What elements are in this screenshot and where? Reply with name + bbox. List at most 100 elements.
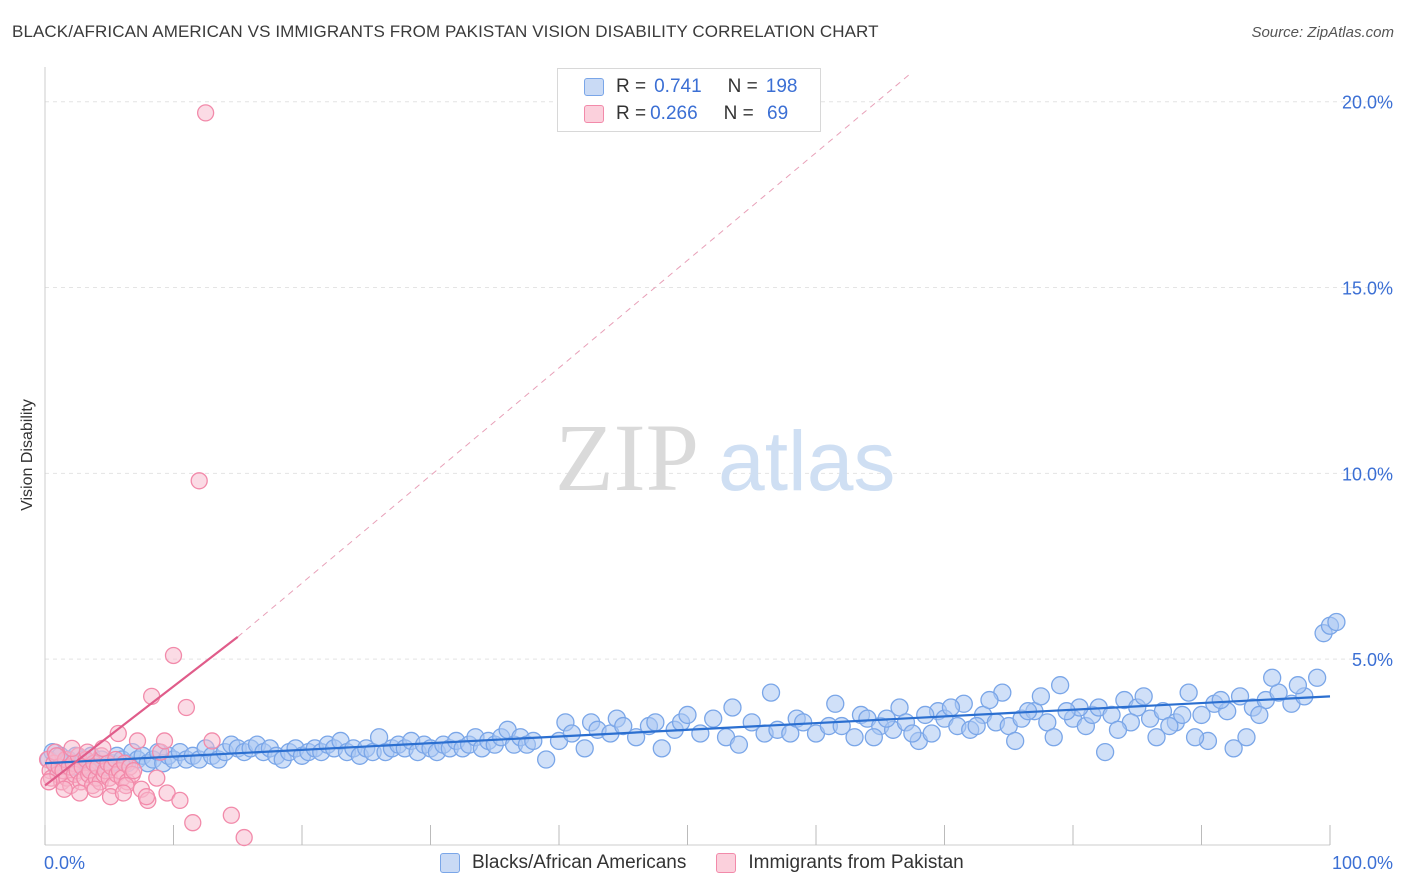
legend-row-pakistan: R = 0.266 N = 69 bbox=[584, 102, 788, 126]
data-point-blacks bbox=[1263, 668, 1282, 687]
data-point-blacks bbox=[922, 724, 941, 743]
data-point-blacks bbox=[864, 728, 883, 747]
data-point-pakistan bbox=[63, 739, 81, 758]
data-point-pakistan bbox=[137, 788, 156, 806]
data-point-pakistan bbox=[222, 806, 240, 824]
chart-title: BLACK/AFRICAN AMERICAN VS IMMIGRANTS FRO… bbox=[12, 22, 879, 41]
data-point-pakistan bbox=[155, 732, 174, 750]
data-point-blacks bbox=[1211, 690, 1230, 710]
data-point-blacks bbox=[903, 724, 922, 743]
data-point-blacks bbox=[1250, 705, 1269, 725]
trend-line-pakistan bbox=[44, 636, 239, 787]
data-point-pakistan bbox=[196, 104, 215, 122]
data-point-blacks bbox=[1192, 705, 1211, 725]
watermark: ZIP atlas bbox=[555, 404, 895, 511]
data-point-pakistan bbox=[125, 762, 143, 780]
data-point-blacks bbox=[1147, 728, 1166, 747]
data-point-blacks bbox=[916, 705, 935, 725]
watermark-zip: ZIP bbox=[555, 404, 699, 511]
data-point-blacks bbox=[1134, 687, 1153, 706]
data-point-blacks bbox=[941, 698, 961, 717]
data-point-pakistan bbox=[94, 739, 112, 758]
data-point-blacks bbox=[845, 728, 864, 747]
source-label: Source: ZipAtlas.com bbox=[1251, 24, 1394, 41]
legend-r-label: R = bbox=[616, 76, 647, 97]
y-tick-label: 10.0% bbox=[1342, 464, 1393, 484]
trend-lines bbox=[44, 71, 1331, 787]
data-point-blacks bbox=[678, 705, 697, 725]
data-point-blacks bbox=[1095, 742, 1115, 762]
data-point-blacks bbox=[1237, 728, 1256, 747]
data-point-pakistan bbox=[158, 784, 176, 802]
data-point-blacks bbox=[967, 716, 986, 736]
data-point-blacks bbox=[524, 731, 543, 751]
gridlines bbox=[45, 101, 1390, 660]
data-point-pakistan bbox=[177, 698, 196, 717]
x-tick-label: 100.0% bbox=[1332, 853, 1393, 873]
data-point-pakistan bbox=[235, 828, 253, 847]
legend-item-pakistan[interactable]: Immigrants from Pakistan bbox=[716, 852, 964, 874]
data-point-blacks bbox=[1006, 731, 1025, 751]
y-tick-label: 15.0% bbox=[1342, 279, 1393, 299]
data-point-blacks bbox=[826, 694, 845, 713]
data-point-blacks bbox=[1108, 720, 1128, 739]
legend-r-value: 0.266 bbox=[650, 103, 698, 124]
legend-label-pakistan: Immigrants from Pakistan bbox=[748, 852, 964, 873]
data-point-pakistan bbox=[114, 784, 133, 802]
x-tick-label: 0.0% bbox=[44, 853, 85, 873]
data-point-blacks bbox=[1327, 612, 1346, 632]
legend-row-blacks: R = 0.741 N = 198 bbox=[584, 75, 797, 99]
legend-n-label: N = bbox=[727, 76, 758, 97]
data-point-pakistan bbox=[171, 791, 189, 810]
data-point-pakistan bbox=[86, 780, 104, 798]
data-point-pakistan bbox=[71, 784, 89, 802]
legend-swatch-pink bbox=[584, 105, 604, 123]
data-point-blacks bbox=[1173, 705, 1192, 725]
tick-labels: 5.0% 10.0% 15.0% 20.0% 0.0% 100.0% bbox=[44, 93, 1393, 873]
y-tick-label: 20.0% bbox=[1342, 93, 1393, 113]
data-point-blacks bbox=[691, 724, 710, 743]
legend-swatch-pink bbox=[716, 853, 737, 873]
data-point-pakistan bbox=[184, 814, 202, 832]
data-point-blacks bbox=[729, 735, 749, 754]
data-point-blacks bbox=[575, 739, 594, 758]
y-tick-label: 5.0% bbox=[1352, 650, 1393, 670]
data-point-blacks bbox=[652, 739, 671, 758]
data-point-blacks bbox=[1288, 676, 1308, 695]
data-point-blacks bbox=[1044, 728, 1063, 747]
trend-line-blacks bbox=[44, 695, 1331, 765]
legend-label-blacks: Blacks/African Americans bbox=[472, 852, 687, 873]
data-point-pakistan bbox=[203, 732, 221, 750]
data-point-pakistan bbox=[47, 747, 66, 765]
series-legend: Blacks/African Americans Immigrants from… bbox=[440, 852, 994, 874]
data-point-blacks bbox=[646, 713, 665, 732]
data-point-blacks bbox=[761, 683, 781, 702]
data-point-pakistan bbox=[164, 646, 183, 665]
data-point-blacks bbox=[1031, 687, 1051, 706]
legend-r-label: R = bbox=[616, 103, 647, 124]
data-point-pakistan bbox=[109, 724, 127, 743]
data-point-blacks bbox=[537, 750, 556, 769]
data-point-pakistan bbox=[128, 732, 147, 750]
data-point-pakistan bbox=[190, 472, 208, 490]
data-point-pakistan bbox=[55, 780, 73, 798]
trend-extension-pakistan bbox=[237, 71, 913, 638]
data-point-pakistan bbox=[148, 769, 166, 787]
legend-swatch-blue bbox=[584, 78, 604, 96]
data-point-blacks bbox=[980, 690, 999, 710]
data-point-blacks bbox=[562, 724, 581, 743]
legend-swatch-blue bbox=[440, 853, 460, 873]
legend-n-label: N = bbox=[723, 103, 754, 124]
series-pakistan-points bbox=[38, 104, 253, 847]
legend-n-value: 69 bbox=[761, 103, 789, 124]
data-point-blacks bbox=[1051, 676, 1070, 695]
legend-n-value: 198 bbox=[765, 76, 798, 97]
data-point-blacks bbox=[1160, 716, 1179, 736]
legend-item-blacks[interactable]: Blacks/African Americans bbox=[440, 852, 686, 874]
axes bbox=[44, 67, 1331, 846]
data-point-blacks bbox=[1224, 739, 1243, 758]
legend-r-value: 0.741 bbox=[654, 76, 702, 97]
data-point-blacks bbox=[1308, 668, 1327, 687]
data-point-blacks bbox=[1179, 683, 1198, 702]
